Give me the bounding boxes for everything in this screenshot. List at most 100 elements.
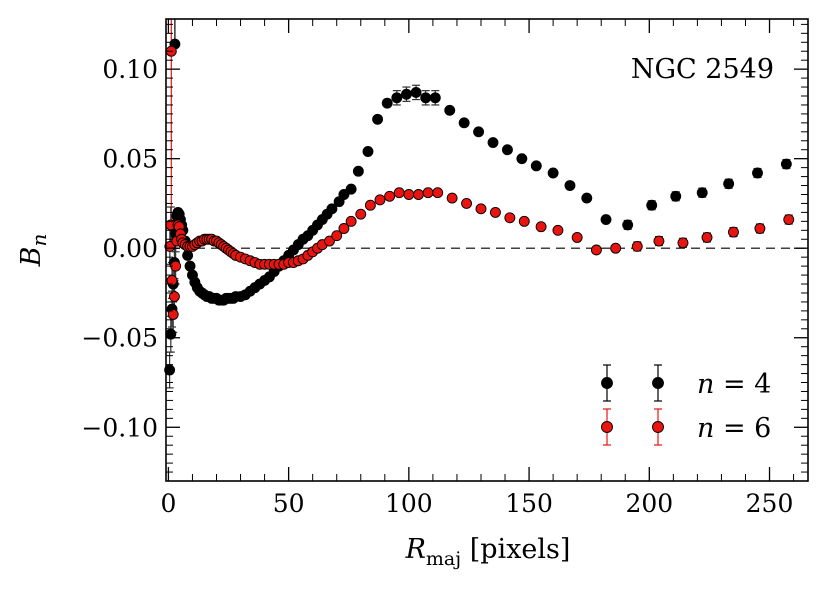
- legend-marker-n4: [652, 377, 664, 389]
- point-n4: [696, 187, 708, 199]
- point-n6: [345, 215, 357, 227]
- point-n4: [345, 183, 357, 195]
- point-n4: [372, 113, 384, 125]
- y-tick-label: 0.00: [102, 234, 158, 263]
- point-n4: [326, 203, 338, 215]
- point-n4: [473, 126, 485, 138]
- point-n4: [458, 117, 470, 129]
- x-tick-label: 0: [160, 489, 176, 518]
- point-n4: [530, 160, 542, 172]
- point-n6: [168, 291, 180, 303]
- point-n4: [338, 189, 350, 200]
- point-n4: [487, 137, 499, 149]
- point-n4: [581, 192, 593, 204]
- point-n4: [723, 178, 735, 190]
- point-n4: [391, 92, 403, 104]
- point-n6: [653, 235, 665, 247]
- x-tick-label: 50: [273, 489, 305, 518]
- point-n4: [600, 214, 612, 226]
- point-n4: [670, 190, 682, 202]
- point-n6: [413, 189, 424, 200]
- point-n6: [364, 199, 376, 211]
- point-n6: [552, 224, 564, 236]
- point-n4: [564, 180, 576, 191]
- point-n6: [504, 212, 516, 224]
- point-n6: [677, 237, 689, 249]
- point-n6: [374, 194, 386, 206]
- point-n6: [631, 240, 643, 252]
- point-n6: [167, 309, 179, 320]
- point-n6: [783, 214, 795, 226]
- point-n6: [518, 215, 530, 227]
- y-tick-label: −0.10: [81, 413, 158, 442]
- x-axis-title-main: R: [405, 534, 426, 565]
- y-tick-label: 0.05: [102, 145, 158, 174]
- legend: n = 4 n = 6: [601, 364, 771, 446]
- point-n4: [381, 97, 393, 109]
- point-n6: [324, 235, 335, 247]
- legend-label-n4: n = 4: [697, 369, 771, 400]
- point-n6: [590, 244, 602, 256]
- point-n6: [422, 187, 434, 199]
- point-n4: [420, 92, 432, 104]
- x-tick-label: 100: [385, 489, 433, 518]
- point-n6: [571, 232, 583, 243]
- point-n6: [754, 223, 766, 234]
- point-n4: [444, 104, 456, 116]
- point-n4: [547, 167, 559, 179]
- point-n6: [403, 189, 415, 200]
- point-n6: [331, 230, 343, 242]
- point-n6: [446, 192, 458, 204]
- point-n6: [701, 232, 713, 243]
- point-n6: [461, 197, 473, 209]
- point-n4: [501, 144, 513, 156]
- point-n4: [362, 146, 374, 157]
- point-n4: [400, 88, 412, 100]
- point-n6: [475, 203, 487, 215]
- legend-label-n6: n = 6: [697, 413, 771, 444]
- point-n4: [182, 249, 194, 261]
- legend-entry-n4: [601, 364, 664, 402]
- point-n6: [728, 226, 739, 238]
- point-n4: [352, 165, 364, 177]
- point-n6: [355, 208, 367, 220]
- point-n6: [610, 242, 622, 254]
- legend-marker-n6: [601, 421, 613, 433]
- point-n4: [516, 153, 528, 165]
- legend-label-n6-var: n: [697, 413, 714, 444]
- point-n6: [384, 190, 396, 202]
- x-axis-title: Rmaj [pixels]: [405, 534, 571, 570]
- y-axis-title: Bn: [16, 234, 51, 268]
- point-n6: [535, 221, 547, 233]
- point-n4: [410, 86, 422, 98]
- data-points-layer: [164, 38, 795, 376]
- legend-marker-n6: [652, 421, 664, 433]
- x-tick-label: 150: [505, 489, 553, 518]
- point-n4: [184, 260, 196, 272]
- legend-marker-n4: [601, 377, 613, 389]
- legend-label-n4-var: n: [697, 369, 714, 400]
- plot-frame: [165, 18, 809, 482]
- point-n4: [429, 92, 441, 104]
- y-axis-title-main: B: [16, 247, 47, 268]
- galaxy-name-annotation: NGC 2549: [631, 54, 774, 85]
- point-n6: [393, 187, 405, 199]
- x-tick-label: 200: [625, 489, 673, 518]
- legend-label-n6-rest: = 6: [714, 413, 771, 444]
- x-tick-label: 250: [746, 489, 794, 518]
- point-n4: [780, 158, 792, 170]
- point-n4: [752, 167, 763, 179]
- point-n6: [489, 206, 501, 218]
- y-tick-label: 0.10: [102, 55, 158, 84]
- point-n6: [338, 223, 350, 234]
- legend-label-n4-rest: = 4: [714, 369, 771, 400]
- point-n4: [646, 199, 658, 211]
- y-axis-title-sub: n: [27, 234, 51, 247]
- legend-entry-n6: [601, 408, 664, 446]
- point-n4: [622, 219, 634, 231]
- x-axis-title-rest: [pixels]: [461, 534, 570, 565]
- x-axis-title-sub: maj: [426, 548, 461, 570]
- point-n6: [432, 187, 444, 199]
- ticks-layer: 0 50 100 150 200 250 −0.10 −0.05 0.00 0.05 0.10: [81, 19, 808, 518]
